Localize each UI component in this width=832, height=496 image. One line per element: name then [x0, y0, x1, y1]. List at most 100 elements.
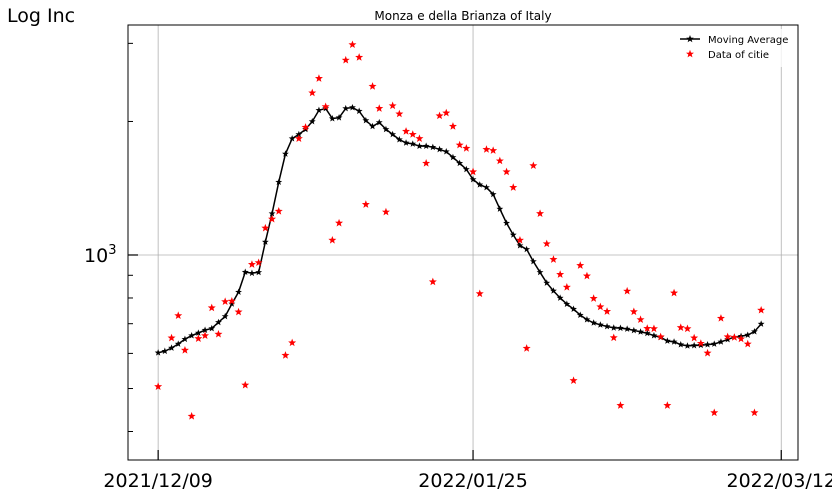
data-point	[455, 140, 464, 149]
moving-average-point	[288, 134, 296, 142]
data-point	[428, 277, 437, 286]
moving-average-point	[650, 332, 658, 339]
moving-average-point	[583, 316, 591, 323]
moving-average-point	[543, 279, 551, 286]
data-point	[268, 214, 277, 223]
data-point	[214, 329, 223, 338]
moving-average-point	[744, 331, 752, 338]
x-tick-labels: 2021/12/09 2022/01/25 2022/03/12	[103, 470, 832, 492]
data-point	[730, 333, 739, 341]
moving-average-point	[215, 318, 222, 326]
chart-title: Monza e della Brianza of Italy	[374, 9, 551, 23]
moving-average-point	[402, 139, 410, 146]
data-point	[629, 307, 638, 316]
moving-average-point	[670, 338, 678, 345]
data-point	[623, 286, 632, 295]
data-point	[247, 260, 256, 268]
grid	[128, 25, 798, 460]
moving-average-point	[248, 269, 256, 277]
moving-average-point	[261, 238, 269, 245]
data-point	[408, 130, 417, 138]
data-point	[609, 333, 618, 342]
moving-average-point	[610, 324, 618, 331]
data-point	[529, 161, 538, 170]
moving-average-point	[630, 326, 638, 334]
moving-average-point	[724, 335, 732, 343]
data-point	[201, 331, 210, 340]
moving-average-point	[590, 319, 598, 326]
data-point	[542, 239, 551, 248]
data-point	[402, 127, 411, 135]
data-point	[656, 332, 665, 341]
x-tick-label: 2022/01/25	[418, 470, 528, 492]
moving-average-point	[221, 312, 229, 320]
data-point	[495, 156, 504, 165]
data-point	[683, 324, 692, 333]
moving-average-point	[529, 257, 537, 265]
data-point	[335, 218, 344, 227]
data-point	[462, 144, 471, 152]
moving-average-point	[168, 344, 175, 351]
y-tick-label: 103	[84, 243, 116, 267]
data-point	[341, 55, 350, 64]
moving-average-point	[751, 327, 758, 335]
moving-average-point	[268, 209, 276, 217]
data-point	[710, 408, 719, 417]
data-point	[723, 332, 732, 341]
moving-average-point	[663, 337, 671, 344]
data-point	[522, 344, 531, 352]
data-point	[355, 53, 364, 61]
data-point	[670, 288, 679, 297]
moving-average-point	[449, 153, 457, 161]
moving-average-point	[154, 349, 162, 356]
data-point	[207, 303, 216, 312]
moving-average-point	[503, 219, 510, 227]
data-point	[227, 296, 236, 305]
data-point	[589, 294, 598, 302]
moving-average-point	[315, 106, 323, 114]
data-point	[576, 261, 585, 269]
data-point	[489, 146, 498, 154]
moving-average-point	[516, 241, 524, 249]
moving-average-point	[677, 341, 685, 348]
moving-average-point	[684, 342, 691, 349]
moving-average-point	[369, 122, 376, 130]
moving-average-point	[563, 300, 571, 308]
data-point	[180, 346, 189, 354]
data-point	[361, 200, 370, 208]
moving-average-point	[328, 115, 336, 122]
moving-average-point	[194, 329, 202, 336]
moving-average-point	[469, 175, 477, 183]
moving-average-point	[181, 335, 189, 343]
data-point	[582, 271, 591, 280]
data-point	[750, 408, 759, 417]
moving-average-point	[255, 268, 263, 276]
moving-average-point	[241, 268, 249, 276]
moving-average-point	[161, 347, 169, 355]
data-point	[442, 108, 451, 117]
data-point	[281, 351, 290, 359]
moving-average-point	[576, 311, 584, 318]
data-point	[234, 307, 243, 316]
moving-average-point	[375, 118, 383, 126]
moving-average-point	[509, 231, 517, 238]
moving-average-point	[208, 324, 216, 332]
data-point	[314, 74, 323, 82]
moving-average-point	[717, 338, 725, 345]
data-point	[509, 183, 518, 191]
moving-average-point	[201, 326, 209, 334]
data-point	[482, 145, 491, 153]
moving-average-point	[409, 140, 417, 147]
data-point	[194, 334, 203, 342]
moving-average-point	[550, 287, 557, 294]
moving-average-point	[710, 340, 718, 347]
moving-average-point	[637, 328, 644, 335]
data-point	[348, 40, 357, 49]
data-point	[294, 134, 303, 142]
data-point	[221, 297, 230, 306]
legend-label-moving-average: Moving Average	[708, 35, 788, 46]
moving-average-point	[623, 325, 631, 332]
data-point	[368, 82, 377, 90]
legend-label-data: Data of citie	[708, 50, 769, 61]
